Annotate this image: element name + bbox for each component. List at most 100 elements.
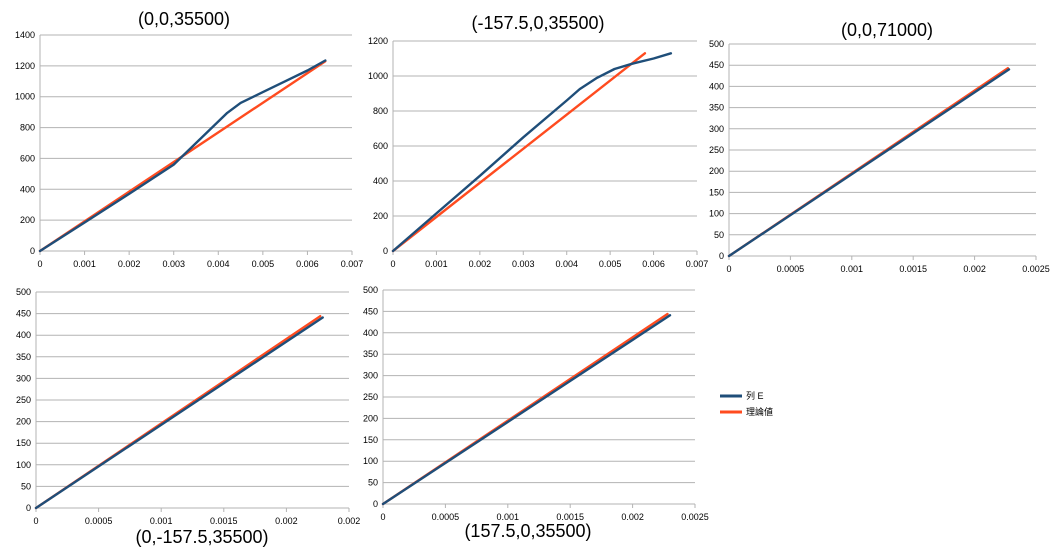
x-tick-label: 0.005 — [599, 259, 622, 269]
y-tick-label: 350 — [709, 103, 724, 113]
y-tick-label: 800 — [20, 123, 35, 133]
y-tick-label: 200 — [709, 166, 724, 176]
x-tick-label: 0.004 — [207, 259, 230, 269]
y-tick-label: 450 — [363, 306, 378, 316]
y-tick-label: 300 — [709, 124, 724, 134]
x-tick-label: 0 — [726, 264, 731, 274]
series-line-e — [727, 68, 1011, 258]
chart-1: (0,0,35500) 0 200 400 600 800 1000 1200 1400 0 0.0… — [15, 9, 363, 269]
y-tick-label: 250 — [16, 395, 31, 405]
x-tick-label: 0.002 — [118, 259, 141, 269]
series-line-e — [38, 59, 327, 253]
x-tick-label: 0.001 — [425, 259, 448, 269]
x-tick-label: 0.001 — [150, 516, 173, 526]
y-tick-label: 450 — [16, 309, 31, 319]
x-tick-label: 0 — [33, 516, 38, 526]
x-tick-label: 0.007 — [686, 259, 709, 269]
y-tick-label: 0 — [719, 251, 724, 261]
x-tick-label: 0.001 — [73, 259, 96, 269]
y-tick-label: 350 — [16, 352, 31, 362]
y-tick-label: 150 — [709, 187, 724, 197]
y-tick-label: 350 — [363, 349, 378, 359]
x-tick-label: 0 — [37, 259, 42, 269]
y-tick-label: 1000 — [368, 71, 388, 81]
chart-4: (0,-157.5,35500) 0 50 100 150 200 250 300 350 400… — [16, 287, 360, 547]
y-tick-label: 300 — [363, 371, 378, 381]
chart-2: (-157.5,0,35500) 0 200 400 600 800 1000 1200 0 0.… — [368, 13, 708, 269]
y-tick-label: 50 — [21, 481, 31, 491]
x-tick-label: 0.002 — [621, 512, 644, 522]
y-tick-label: 150 — [16, 438, 31, 448]
y-tick-label: 100 — [709, 209, 724, 219]
y-tick-label: 400 — [709, 81, 724, 91]
x-tick-label: 0.0005 — [432, 512, 460, 522]
x-tick-label: 0.002 — [338, 516, 361, 526]
y-tick-label: 400 — [16, 330, 31, 340]
x-tick-label: 0.0025 — [1022, 264, 1050, 274]
y-tick-label: 800 — [373, 106, 388, 116]
chart-title: (0,-157.5,35500) — [135, 527, 268, 547]
y-tick-label: 1400 — [15, 30, 35, 40]
chart-title: (157.5,0,35500) — [464, 521, 591, 541]
y-tick-label: 100 — [16, 460, 31, 470]
y-tick-label: 500 — [363, 285, 378, 295]
y-tick-label: 200 — [16, 417, 31, 427]
y-tick-label: 200 — [363, 413, 378, 423]
chart-3: (0,0,71000) 0 50 100 150 200 250 300 350 400 450 50… — [709, 20, 1050, 274]
x-tick-label: 0.006 — [296, 259, 319, 269]
y-tick-label: 0 — [373, 499, 378, 509]
chart-title: (0,0,71000) — [841, 20, 933, 40]
y-tick-label: 450 — [709, 60, 724, 70]
y-tick-label: 300 — [16, 373, 31, 383]
legend-label-theory: 理論値 — [746, 406, 773, 417]
y-tick-label: 150 — [363, 435, 378, 445]
y-tick-label: 1200 — [368, 36, 388, 46]
x-tick-label: 0.001 — [841, 264, 864, 274]
x-tick-label: 0.003 — [512, 259, 535, 269]
y-tick-label: 50 — [714, 230, 724, 240]
series-line-e — [34, 316, 324, 510]
chart-title: (0,0,35500) — [138, 9, 230, 29]
chart-title: (-157.5,0,35500) — [471, 13, 604, 33]
x-tick-label: 0 — [380, 512, 385, 522]
series-line-theory — [391, 52, 647, 253]
x-tick-label: 0.006 — [642, 259, 665, 269]
x-tick-label: 0.0005 — [85, 516, 113, 526]
y-tick-label: 600 — [373, 141, 388, 151]
y-tick-label: 1200 — [15, 61, 35, 71]
x-tick-label: 0.0015 — [899, 264, 927, 274]
y-tick-label: 400 — [373, 176, 388, 186]
x-tick-label: 0.002 — [963, 264, 986, 274]
y-tick-label: 100 — [363, 456, 378, 466]
chart-5: (157.5,0,35500) 0 50 100 150 200 250 300 350 400 4… — [363, 285, 709, 541]
series-line-e — [381, 314, 672, 506]
x-tick-label: 0.0025 — [681, 512, 709, 522]
y-tick-label: 200 — [373, 211, 388, 221]
y-tick-label: 200 — [20, 215, 35, 225]
y-tick-label: 0 — [383, 246, 388, 256]
x-tick-label: 0.0015 — [556, 512, 584, 522]
y-tick-label: 500 — [709, 39, 724, 49]
legend-label-series-e: 列 E — [746, 390, 764, 401]
y-tick-label: 500 — [16, 287, 31, 297]
x-tick-label: 0.002 — [275, 516, 298, 526]
x-tick-label: 0.0015 — [210, 516, 238, 526]
x-tick-label: 0.003 — [162, 259, 185, 269]
y-tick-label: 400 — [20, 184, 35, 194]
y-tick-label: 250 — [363, 392, 378, 402]
series-line-e — [391, 52, 673, 253]
x-tick-label: 0.004 — [555, 259, 578, 269]
x-tick-label: 0.007 — [341, 259, 364, 269]
y-tick-label: 250 — [709, 145, 724, 155]
x-tick-label: 0.002 — [469, 259, 492, 269]
y-tick-label: 0 — [30, 246, 35, 256]
y-tick-label: 50 — [368, 478, 378, 488]
y-tick-label: 1000 — [15, 92, 35, 102]
y-tick-label: 400 — [363, 328, 378, 338]
x-tick-label: 0 — [390, 259, 395, 269]
x-tick-label: 0.005 — [252, 259, 275, 269]
legend: 列 E 理論値 — [720, 390, 773, 417]
y-tick-label: 600 — [20, 153, 35, 163]
y-tick-label: 0 — [26, 503, 31, 513]
